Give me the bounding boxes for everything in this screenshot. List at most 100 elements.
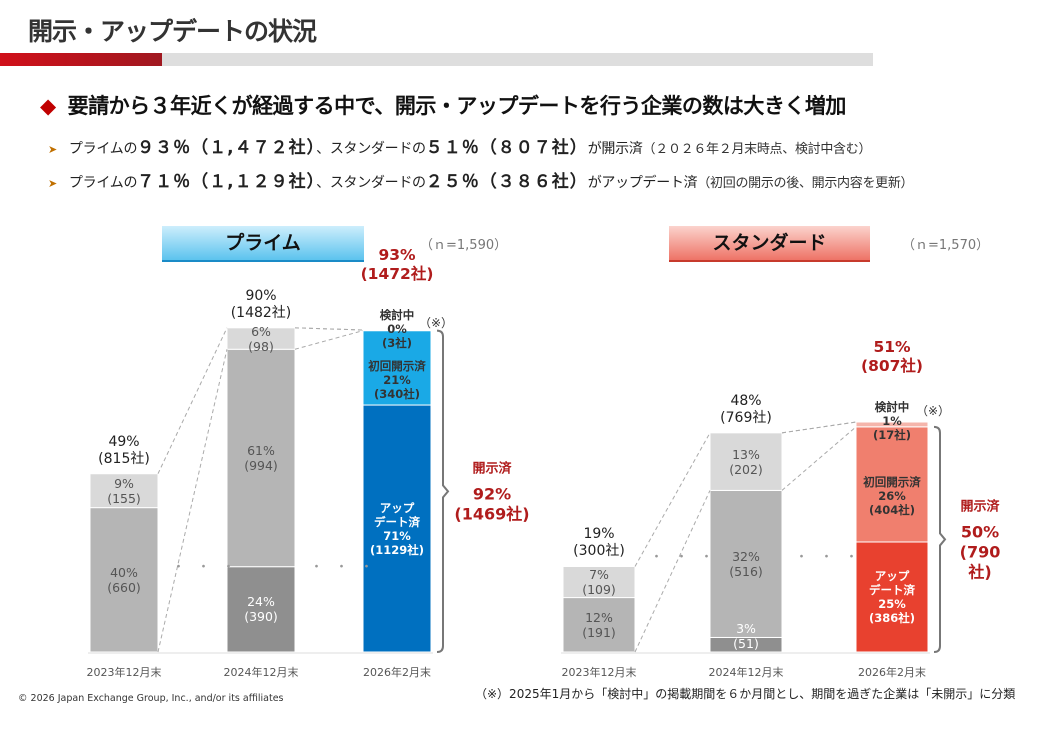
category-label: 2024年12月末 — [708, 666, 784, 679]
connector-line — [294, 330, 364, 350]
total-percent: 19% — [583, 526, 615, 543]
segment-label: アップ デート済 25% (386社) — [868, 568, 916, 625]
bracket-label: 開示済 92% (1469社) — [454, 458, 529, 525]
bracket-percent: 50% — [960, 522, 1000, 542]
bullet-emphasis: ５１％（８０７社） — [425, 138, 588, 158]
bullet-emphasis: ２５％（３８６社） — [425, 172, 588, 192]
bracket-count: (790社) — [959, 542, 1001, 582]
total-label: 51% (807社) — [861, 338, 923, 376]
title-rule — [162, 53, 873, 66]
bracket-label: 開示済 50% (790社) — [952, 496, 1009, 583]
total-count: (1482社) — [230, 304, 292, 321]
bar-segment — [362, 404, 432, 653]
bar-segment — [709, 432, 783, 491]
sample-size-prime: （ｎ=1,590） — [420, 238, 508, 253]
category-label: 2023年12月末 — [86, 666, 162, 679]
connector-line — [781, 421, 857, 434]
segment-label: 9% (155) — [107, 475, 141, 506]
chart-title-standard: スタンダード — [669, 226, 870, 262]
total-count: (1472社) — [360, 265, 434, 283]
arrow-bullet-icon: ➤ — [48, 143, 57, 156]
connector-line — [157, 327, 228, 474]
bar-segment — [709, 489, 783, 638]
bullet-disclosed: ➤ プライムの９３％（１,４７２社）、スタンダードの５１％（８０７社）が開示済（２… — [48, 133, 871, 158]
connector-line — [634, 432, 711, 567]
bullet-emphasis: ７１％（１,１２９社） — [137, 172, 317, 192]
headline: ◆ 要請から３年近くが経過する中で、開示・アップデートを行う企業の数は大きく増加 — [40, 90, 846, 120]
total-label: 48% (769社) — [720, 393, 772, 427]
bracket-count: (1469社) — [454, 504, 530, 524]
footnote: （※）2025年1月から「検討中」の掲載期間を６か月間とし、期間を過ぎた企業は「… — [475, 687, 1016, 701]
category-label: 2024年12月末 — [223, 666, 299, 679]
segment-label: 検討中 1% (17社) — [872, 400, 912, 442]
segment-label: 6% (98) — [248, 323, 274, 354]
bullet-note: （初回の開示の後、開示内容を更新） — [697, 176, 914, 191]
page-title: 開示・アップデートの状況 — [28, 17, 317, 46]
category-label: 2023年12月末 — [561, 666, 637, 679]
bar-segment — [855, 426, 929, 543]
chart-title-prime: プライム — [162, 226, 364, 262]
bullet-emphasis: ９３％（１,４７２社） — [137, 138, 317, 158]
category-label: 2026年2月末 — [858, 666, 926, 679]
total-label: 19% (300社) — [573, 526, 625, 560]
bar-segment — [89, 507, 159, 653]
total-count: (807社) — [860, 357, 924, 375]
segment-label: 3% (51) — [733, 621, 759, 652]
note-mark: （※） — [916, 404, 951, 418]
bullet-text: プライムの — [68, 175, 138, 191]
segment-label: 初回開示済 21% (340社) — [368, 358, 426, 401]
copyright: © 2026 Japan Exchange Group, Inc., and/o… — [18, 693, 284, 704]
category-label: 2026年2月末 — [363, 666, 431, 679]
brace-bracket — [436, 329, 450, 653]
total-count: (815社) — [98, 450, 150, 467]
bullet-text: プライムの — [68, 141, 138, 157]
diamond-icon: ◆ — [40, 94, 56, 118]
bar-segment — [855, 421, 929, 428]
total-percent: 49% — [108, 433, 140, 450]
total-percent: 93% — [378, 246, 416, 264]
connector-line — [781, 426, 857, 491]
bullet-updated: ➤ プライムの７１％（１,１２９社）、スタンダードの２５％（３８６社）がアップデー… — [48, 167, 914, 192]
bracket-title: 開示済 — [472, 461, 512, 477]
bracket-percent: 92% — [472, 484, 512, 504]
total-label: 90% (1482社) — [231, 288, 292, 322]
bar-segment — [562, 565, 636, 599]
segment-label: 7% (109) — [582, 567, 616, 598]
ellipsis-dots: ・・・ — [310, 560, 386, 575]
ellipsis-dots: ・・・ — [650, 550, 726, 565]
bar-segment — [226, 566, 296, 653]
segment-label: 初回開示済 26% (404社) — [863, 475, 921, 518]
sample-size-standard: （ｎ=1,570） — [902, 238, 990, 253]
connector-line — [157, 349, 228, 653]
ellipsis-dots: ・・・ — [795, 550, 871, 565]
total-label: 93% (1472社) — [361, 246, 434, 284]
bar-segment — [226, 327, 296, 350]
connector-line — [294, 327, 364, 331]
total-percent: 90% — [245, 287, 277, 304]
title-rule-accent — [0, 53, 162, 66]
bullet-text: が開示済 — [587, 141, 643, 157]
arrow-bullet-icon: ➤ — [48, 177, 57, 190]
segment-label: 24% (390) — [244, 594, 278, 625]
segment-label: 32% (516) — [729, 548, 763, 579]
total-percent: 51% — [873, 338, 911, 356]
total-percent: 48% — [730, 392, 762, 409]
brace-bracket — [933, 425, 947, 653]
segment-label: 61% (994) — [244, 442, 278, 473]
bar-segment — [362, 330, 432, 406]
bullet-text: 、スタンダードの — [316, 141, 426, 157]
total-label: 49% (815社) — [98, 434, 150, 468]
bullet-note: （２０２６年２月末時点、検討中含む） — [642, 142, 872, 157]
segment-label: 13% (202) — [729, 446, 763, 477]
bar-segment — [226, 348, 296, 568]
segment-label: アップ デート済 71% (1129社) — [369, 500, 425, 557]
bullet-text: がアップデート済 — [587, 175, 698, 191]
headline-text: 要請から３年近くが経過する中で、開示・アップデートを行う企業の数は大きく増加 — [67, 94, 847, 118]
segment-label: 検討中 0% (3社) — [379, 308, 415, 350]
bullet-text: 、スタンダードの — [316, 175, 426, 191]
segment-label: 40% (660) — [107, 564, 141, 595]
total-count: (769社) — [720, 409, 772, 426]
segment-label: 12% (191) — [582, 609, 616, 640]
